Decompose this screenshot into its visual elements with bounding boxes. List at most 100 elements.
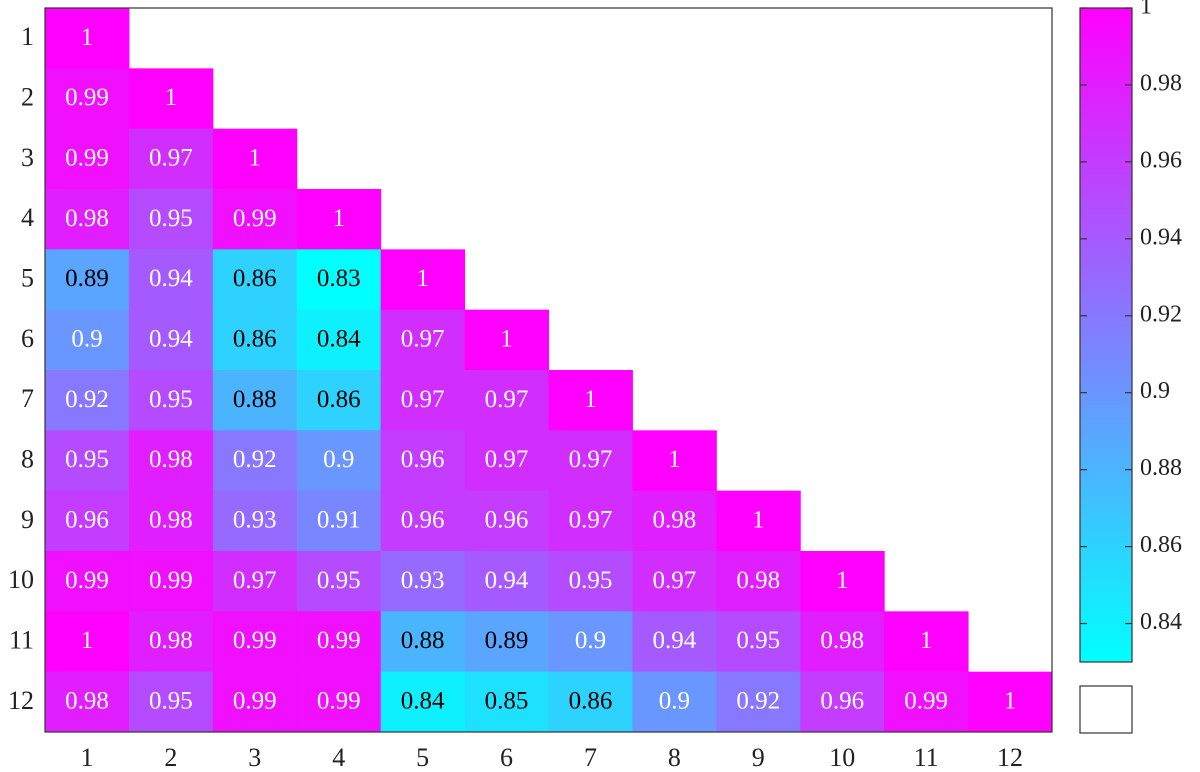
- heatmap-cell: [380, 370, 466, 431]
- cell-label: 0.99: [65, 145, 109, 172]
- colorbar-tick-label: 0.94: [1140, 224, 1182, 250]
- heatmap-cell: [716, 551, 801, 612]
- cell-label: 0.91: [317, 507, 361, 534]
- heatmap-cell: [45, 8, 130, 69]
- heatmap-cell: [45, 551, 130, 612]
- cell-label: 0.99: [904, 688, 948, 715]
- y-tick-label: 2: [21, 82, 34, 111]
- cell-label: 0.97: [569, 446, 613, 473]
- cell-label: 1: [332, 205, 345, 232]
- x-tick-label: 3: [248, 743, 261, 772]
- heatmap-cell: [45, 671, 130, 733]
- heatmap-cell: [296, 370, 382, 431]
- nan-box: [1079, 685, 1133, 734]
- cell-label: 0.96: [401, 507, 445, 534]
- heatmap-cell: [464, 490, 549, 552]
- cell-label: 1: [81, 24, 94, 51]
- colorbar-tick-label: 0.96: [1140, 147, 1182, 173]
- cell-label: 1: [584, 386, 597, 413]
- x-tick-label: 4: [332, 743, 345, 772]
- heatmap-cell: [632, 490, 717, 552]
- heatmap-cell: [128, 490, 214, 552]
- heatmap-cell: [716, 490, 801, 552]
- heatmap-cell: [464, 309, 549, 371]
- x-tick-label: 12: [997, 743, 1023, 772]
- heatmap-cell: [800, 671, 885, 733]
- cell-label: 1: [836, 567, 849, 594]
- cell-label: 0.98: [820, 627, 864, 654]
- heatmap-cell: [45, 430, 130, 492]
- heatmap-cell: [548, 671, 633, 733]
- cell-label: 0.96: [401, 446, 445, 473]
- cell-label: 0.98: [149, 507, 193, 534]
- heatmap-cell: [884, 611, 969, 673]
- cell-label: 0.95: [736, 627, 780, 654]
- heatmap-cell: [45, 249, 130, 311]
- heatmap-cell: [212, 128, 298, 190]
- cell-label: 0.9: [323, 446, 354, 473]
- cell-label: 1: [81, 627, 94, 654]
- x-tick-label: 10: [829, 743, 855, 772]
- heatmap-cell: [464, 430, 549, 492]
- y-tick-label: 11: [9, 625, 34, 654]
- cell-label: 0.98: [65, 688, 109, 715]
- heatmap-cell: [212, 671, 298, 733]
- cell-label: 0.86: [233, 326, 277, 353]
- cell-label: 0.93: [401, 567, 445, 594]
- heatmap-cell: [45, 370, 130, 431]
- cell-label: 0.92: [736, 688, 780, 715]
- cell-label: 0.99: [317, 688, 361, 715]
- heatmap-cell: [128, 68, 214, 130]
- heatmap-cell: [128, 430, 214, 492]
- cell-label: 0.98: [653, 507, 697, 534]
- heatmap-cell: [45, 611, 130, 673]
- heatmap-cell: [296, 189, 382, 250]
- cell-label: 1: [249, 145, 262, 172]
- cell-label: 0.94: [485, 567, 529, 594]
- cell-label: 0.86: [569, 688, 613, 715]
- cell-label: 0.97: [569, 507, 613, 534]
- heatmap-cell: [296, 430, 382, 492]
- cell-label: 0.95: [149, 386, 193, 413]
- heatmap-cell: [212, 249, 298, 311]
- cell-label: 0.95: [149, 205, 193, 232]
- heatmap-cell: [45, 68, 130, 130]
- y-tick-label: 6: [21, 324, 34, 353]
- heatmap-cell: [296, 551, 382, 612]
- heatmap-cell: [632, 611, 717, 673]
- y-tick-label: 8: [21, 444, 34, 473]
- heatmap-cell: [380, 309, 466, 371]
- plot-frame: [44, 7, 1053, 733]
- cell-label: 0.95: [569, 567, 613, 594]
- y-tick-label: 12: [8, 686, 34, 715]
- cell-label: 1: [500, 326, 513, 353]
- cell-label: 0.88: [401, 627, 445, 654]
- heatmap-cell: [548, 551, 633, 612]
- cell-label: 0.9: [71, 326, 102, 353]
- heatmap-cell: [128, 189, 214, 250]
- colorbar-tick-label: 1: [1140, 0, 1152, 20]
- cell-label: 0.86: [233, 265, 277, 292]
- y-tick-label: 10: [8, 565, 34, 594]
- cell-label: 0.9: [575, 627, 606, 654]
- heatmap-cell: [212, 309, 298, 371]
- cell-label: 0.94: [653, 627, 697, 654]
- cell-label: 0.98: [736, 567, 780, 594]
- cell-label: 0.86: [317, 386, 361, 413]
- heatmap-cell: [884, 671, 969, 733]
- cell-label: 0.84: [401, 688, 445, 715]
- cell-label: 0.95: [65, 446, 109, 473]
- cell-label: 0.95: [317, 567, 361, 594]
- cell-label: 0.89: [65, 265, 109, 292]
- y-tick-label: 4: [21, 203, 34, 232]
- heatmap-cell: [212, 490, 298, 552]
- heatmap-cell: [45, 128, 130, 190]
- y-tick-label: 3: [21, 143, 34, 172]
- cell-label: 0.98: [65, 205, 109, 232]
- x-tick-label: 11: [914, 743, 939, 772]
- y-tick-label: 7: [21, 384, 34, 413]
- heatmap-cell: [800, 611, 885, 673]
- cell-label: 1: [752, 507, 765, 534]
- heatmap-cell: [380, 551, 466, 612]
- heatmap-cell: [380, 611, 466, 673]
